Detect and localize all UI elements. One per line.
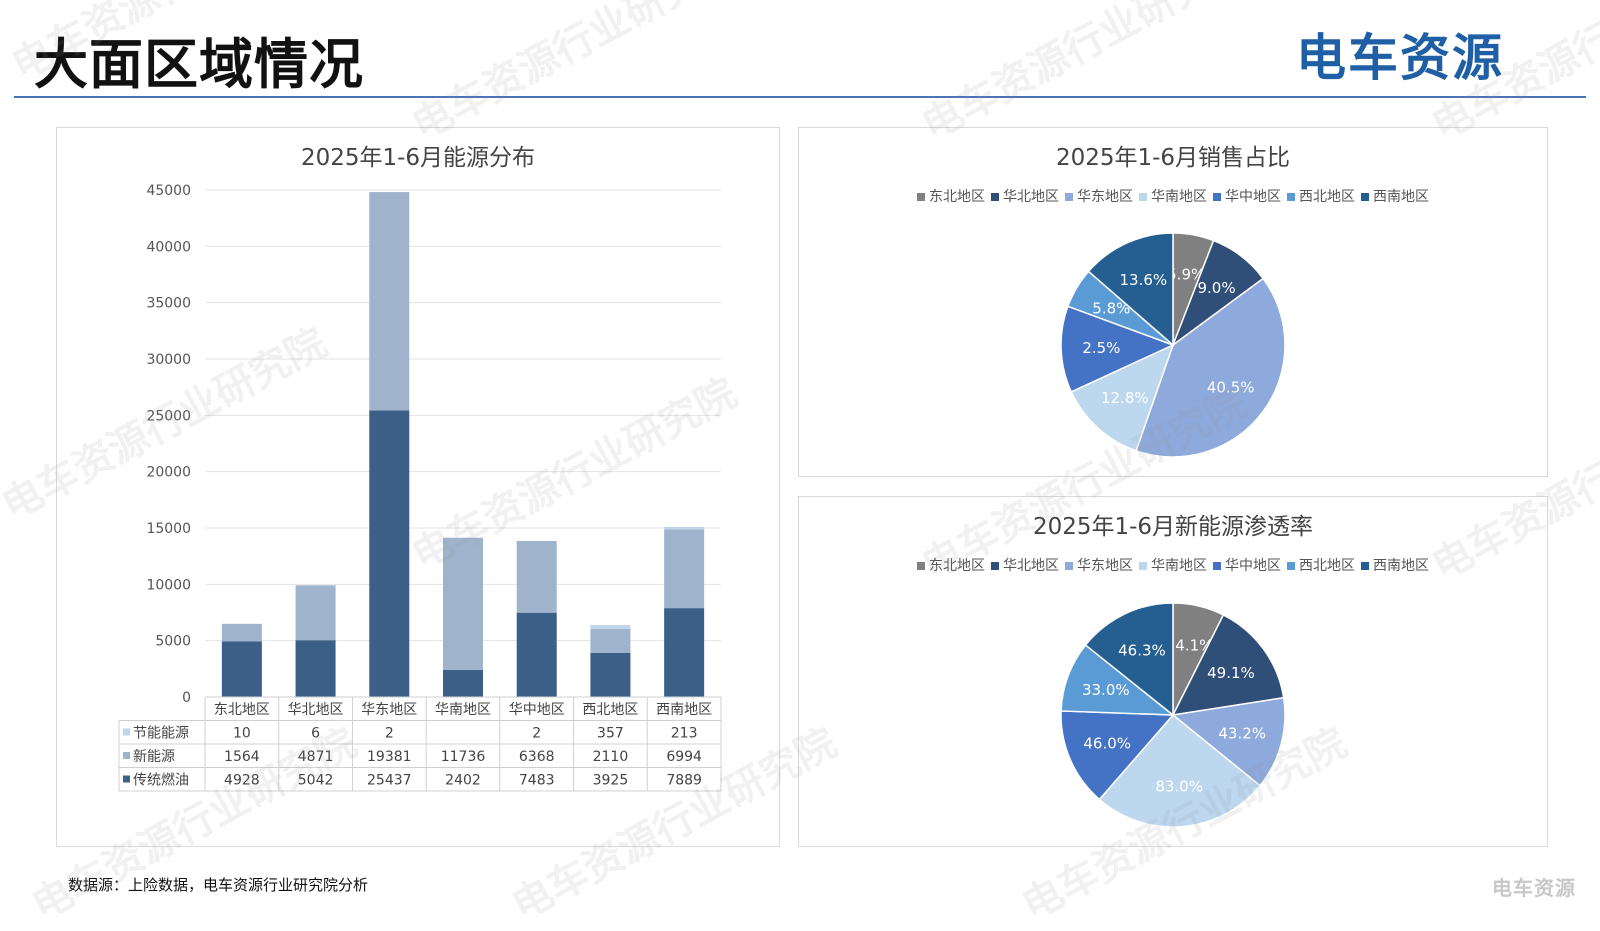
footer-logo: 电车资源 [1492,872,1576,901]
table-cell: 1564 [224,749,260,765]
table-cell: 10 [233,726,251,742]
bar-segment [517,613,557,697]
table-legend-swatch [123,776,130,783]
pie-data-label: 12.8% [1101,389,1149,407]
pie-data-label: 9.0% [1197,279,1235,297]
pie-data-label: 46.0% [1083,734,1131,752]
table-cell: 2110 [593,749,629,765]
table-cell: 357 [597,726,624,742]
table-cell: 4928 [224,773,260,789]
nev-penetration-pie-chart: 24.1%49.1%43.2%83.0%46.0%33.0%46.3% [799,497,1547,846]
table-cell: 3925 [593,773,629,789]
table-cell: 2 [385,726,394,742]
y-tick-label: 45000 [146,183,191,199]
table-cell: 6994 [666,749,702,765]
pie-data-label: 49.1% [1207,664,1255,682]
table-series-name: 新能源 [133,749,175,765]
page-title: 大面区域情况 [34,20,364,99]
table-cell: 7889 [666,773,702,789]
x-category-label: 西南地区 [656,702,712,718]
table-series-name: 传统燃油 [133,772,189,789]
y-tick-label: 30000 [146,352,191,368]
table-cell: 7483 [519,773,555,789]
bar-segment [443,538,483,670]
stacked-bar-chart: 4500040000350003000025000200001500010000… [57,128,779,846]
bar-segment [664,608,704,697]
pie-data-label: 43.2% [1218,725,1266,743]
data-source-note: 数据源：上险数据，电车资源行业研究院分析 [68,874,368,895]
bar-segment [590,625,630,629]
pie-data-label: 13.6% [1119,271,1167,289]
table-cell: 4871 [298,749,334,765]
table-cell: 25437 [367,773,412,789]
x-category-label: 东北地区 [214,702,270,718]
header-divider [14,96,1586,98]
bar-segment [369,410,409,697]
bar-segment [590,653,630,697]
sales-share-pie-chart: 5.9%9.0%40.5%12.8%2.5%5.8%13.6% [799,128,1547,476]
bar-segment [222,641,262,697]
x-category-label: 华中地区 [509,702,565,718]
pie-data-label: 40.5% [1207,379,1255,397]
y-tick-label: 40000 [146,239,191,255]
table-cell: 2 [532,726,541,742]
bar-segment [369,192,409,410]
bar-segment [296,640,336,697]
x-category-label: 西北地区 [582,702,638,718]
pie-data-label: 2.5% [1082,339,1120,357]
brand-logo: 电车资源 [1296,18,1504,90]
y-tick-label: 10000 [146,577,191,593]
bar-segment [296,585,336,640]
pie-data-label: 33.0% [1082,681,1130,699]
y-tick-label: 25000 [146,408,191,424]
x-category-label: 华南地区 [435,702,491,718]
bar-segment [443,670,483,697]
bar-segment [222,624,262,642]
y-tick-label: 15000 [146,521,191,537]
y-tick-label: 5000 [155,634,191,650]
x-category-label: 华北地区 [288,702,344,718]
x-category-label: 华东地区 [361,702,417,718]
bar-segment [590,629,630,653]
table-cell: 2402 [445,773,481,789]
bar-segment [517,541,557,613]
table-legend-swatch [123,752,130,759]
table-cell: 213 [671,726,698,742]
y-tick-label: 0 [182,690,191,706]
table-cell: 11736 [441,749,486,765]
y-tick-label: 35000 [146,296,191,312]
table-cell: 6 [311,726,320,742]
y-tick-label: 20000 [146,465,191,481]
bar-segment [664,527,704,529]
sales-share-panel: 2025年1-6月销售占比 东北地区华北地区华东地区华南地区华中地区西北地区西南… [798,127,1548,477]
table-series-name: 节能能源 [133,726,189,742]
nev-penetration-panel: 2025年1-6月新能源渗透率 东北地区华北地区华东地区华南地区华中地区西北地区… [798,496,1548,847]
table-legend-swatch [123,729,130,736]
brand-logo-text: 电车资源 [1296,29,1504,87]
table-cell: 6368 [519,749,555,765]
pie-data-label: 46.3% [1118,641,1166,659]
bar-segment [664,529,704,608]
table-cell: 5042 [298,773,334,789]
table-cell: 19381 [367,749,412,765]
pie-data-label: 83.0% [1155,777,1203,795]
